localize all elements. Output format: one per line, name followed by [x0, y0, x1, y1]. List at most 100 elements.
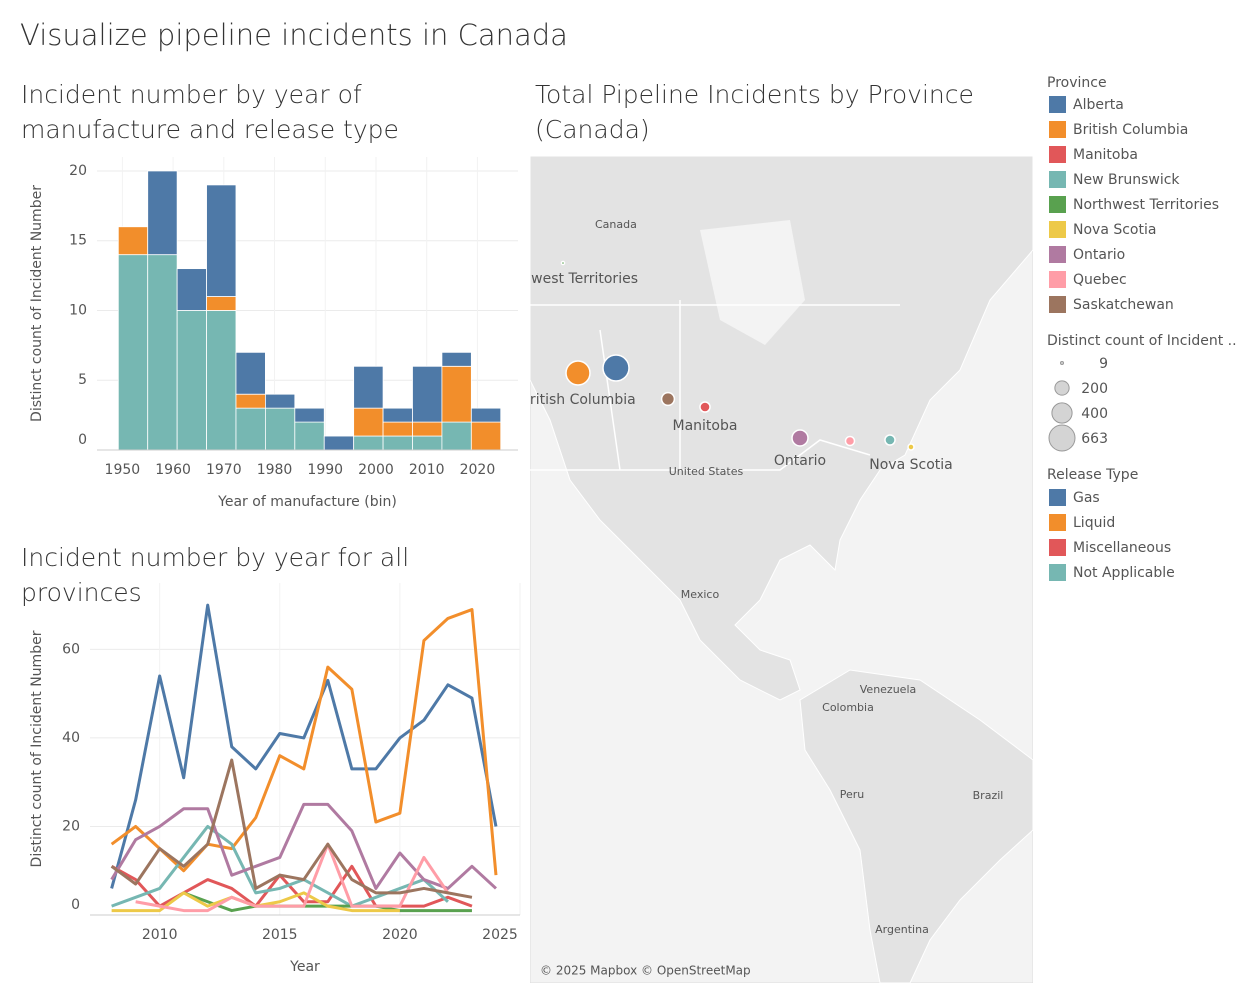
legend-label: Miscellaneous: [1073, 540, 1171, 556]
bar-segment: [412, 421, 443, 437]
x-tick-label: 1970: [206, 462, 242, 478]
land: [799, 669, 1033, 983]
bar-segment: [441, 365, 472, 423]
y-axis-label: Distinct count of Incident Number: [29, 185, 45, 422]
bar-segment: [441, 421, 472, 451]
size-legend-circle: [1054, 380, 1070, 396]
map-label: Colombia: [822, 701, 874, 714]
legend-label: Quebec: [1073, 272, 1127, 288]
legend-label: Northwest Territories: [1073, 197, 1219, 213]
bar-segment: [264, 407, 296, 451]
bubble-label: Nova Scotia: [869, 457, 952, 473]
bar-segment: [176, 268, 207, 311]
line: [110, 603, 498, 889]
bar-segment: [382, 421, 413, 437]
x-axis-label: Year: [289, 959, 320, 975]
y-tick-label: 15: [69, 233, 87, 249]
bar-segment: [235, 351, 266, 395]
bubble: [844, 435, 856, 447]
bubble: [560, 260, 566, 266]
bubble-label: Northwest Territories: [492, 271, 638, 287]
x-tick-label: 2010: [409, 462, 445, 478]
legend-label: Ontario: [1073, 247, 1125, 263]
legend-swatch: [1049, 146, 1066, 163]
size-legend-circle: [1048, 424, 1076, 452]
legend-swatch: [1049, 121, 1066, 138]
bar-segment: [117, 226, 149, 256]
legend-swatch: [1049, 539, 1066, 556]
bar-segment: [470, 407, 502, 423]
y-tick-label: 40: [62, 730, 80, 746]
bar-segment: [353, 435, 384, 451]
histogram-title: Incident number by year of manufacture a…: [21, 80, 399, 144]
x-tick-label: 2020: [460, 462, 496, 478]
bar-segment: [264, 393, 296, 409]
x-tick-label: 2010: [142, 927, 178, 943]
bar-segment: [206, 184, 237, 297]
water: [700, 220, 805, 345]
legend-label: British Columbia: [1073, 122, 1188, 138]
map-title: Total Pipeline Incidents by Province (Ca…: [535, 80, 974, 144]
y-tick-label: 20: [62, 818, 80, 834]
x-tick-label: 1950: [105, 462, 141, 478]
bar-segment: [382, 407, 413, 423]
legend-label: Nova Scotia: [1073, 222, 1156, 238]
line: [110, 758, 473, 899]
map-label: United States: [669, 465, 744, 478]
legend-swatch: [1049, 246, 1066, 263]
map: Canada United States Mexico Venezuela Colomb…: [492, 156, 1033, 983]
bubble: [907, 443, 915, 451]
legend-label: Gas: [1073, 490, 1100, 506]
y-tick-label: 20: [69, 163, 87, 179]
size-legend-label: 9: [1099, 356, 1108, 372]
bar-segment: [206, 296, 237, 311]
bubble-label: Ontario: [774, 453, 826, 469]
bar-segment: [353, 365, 384, 409]
map-label: Brazil: [973, 789, 1004, 802]
legend-label: Manitoba: [1073, 147, 1138, 163]
bubble-label: British Columbia: [520, 392, 635, 408]
bar-segment: [412, 365, 443, 423]
bar-segment: [206, 310, 237, 451]
bubble-label: Manitoba: [673, 418, 738, 434]
bubble: [791, 429, 809, 447]
line: [110, 608, 498, 876]
bar-segment: [294, 421, 325, 451]
y-tick-label: 5: [78, 372, 87, 388]
x-tick-label: 1990: [307, 462, 343, 478]
legend-swatch: [1049, 564, 1066, 581]
bar-segment: [176, 310, 207, 451]
x-tick-label: 2000: [358, 462, 394, 478]
bar-segment: [470, 421, 502, 451]
land: [530, 156, 1033, 701]
bar-segment: [147, 170, 178, 256]
legend-swatch: [1049, 514, 1066, 531]
x-tick-label: 2025: [482, 927, 518, 943]
y-tick-label: 0: [71, 897, 80, 913]
dashboard-title: Visualize pipeline incidents in Canada: [20, 18, 568, 52]
map-label: Mexico: [681, 588, 720, 601]
bar-segment: [353, 407, 384, 437]
y-axis-label: Distinct count of Incident Number: [29, 630, 45, 867]
legend-swatch: [1049, 271, 1066, 288]
x-tick-label: 2015: [262, 927, 298, 943]
line: [110, 802, 497, 890]
legend-title: Province: [1047, 75, 1107, 91]
line: [110, 864, 473, 908]
bubble: [660, 391, 676, 407]
bubble: [884, 434, 896, 446]
y-tick-label: 60: [62, 641, 80, 657]
x-axis-label: Year of manufacture (bin): [217, 494, 397, 510]
x-tick-label: 2020: [382, 927, 418, 943]
legend-title: Release Type: [1047, 467, 1138, 483]
map-label: Canada: [595, 218, 637, 231]
size-legend-label: 400: [1081, 406, 1108, 422]
size-legend-label: 663: [1081, 431, 1108, 447]
legend-swatch: [1049, 171, 1066, 188]
map-label: Argentina: [875, 923, 929, 936]
legend-swatch: [1049, 296, 1066, 313]
bar-segment: [235, 407, 266, 451]
borders: [530, 300, 900, 471]
